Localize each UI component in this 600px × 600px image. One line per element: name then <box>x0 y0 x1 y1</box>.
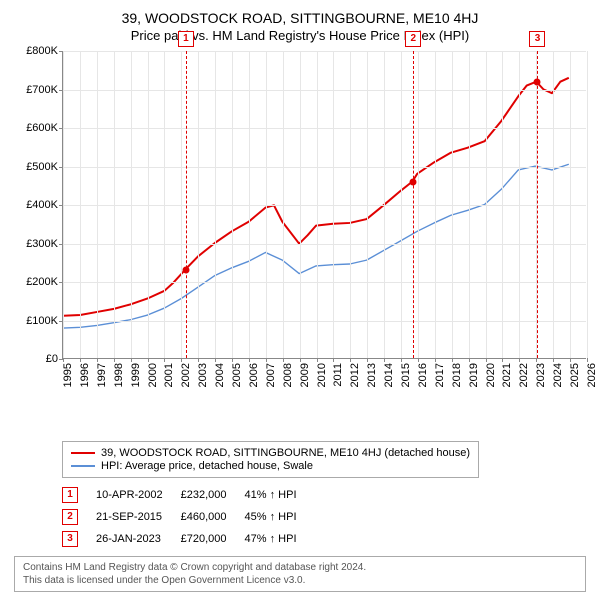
x-axis-tick: 1997 <box>96 363 108 387</box>
x-axis-tick: 2006 <box>248 363 260 387</box>
x-axis-tick: 2005 <box>231 363 243 387</box>
sale-marker-line <box>537 51 538 358</box>
legend-label: 39, WOODSTOCK ROAD, SITTINGBOURNE, ME10 … <box>101 447 470 459</box>
footer-line: Contains HM Land Registry data © Crown c… <box>23 561 577 574</box>
x-axis-tick: 2000 <box>147 363 159 387</box>
x-axis-tick: 1998 <box>113 363 125 387</box>
x-axis-tick: 2026 <box>586 363 598 387</box>
page-subtitle: Price paid vs. HM Land Registry's House … <box>14 28 586 43</box>
x-axis-tick: 2014 <box>383 363 395 387</box>
sale-marker-dot <box>534 78 541 85</box>
price-chart: 123 £0£100K£200K£300K£400K£500K£600K£700… <box>14 51 586 401</box>
x-axis-tick: 2024 <box>552 363 564 387</box>
x-axis-tick: 2009 <box>299 363 311 387</box>
sale-marker-box: 2 <box>405 31 421 47</box>
legend-item: 39, WOODSTOCK ROAD, SITTINGBOURNE, ME10 … <box>71 447 470 459</box>
legend-swatch <box>71 452 95 454</box>
x-axis-tick: 2012 <box>349 363 361 387</box>
sale-marker-line <box>186 51 187 358</box>
annotation-price: £232,000 <box>181 484 245 506</box>
y-axis-tick: £600K <box>26 122 58 134</box>
page-title-address: 39, WOODSTOCK ROAD, SITTINGBOURNE, ME10 … <box>14 10 586 26</box>
x-axis-tick: 2022 <box>518 363 530 387</box>
sale-marker-dot <box>410 178 417 185</box>
sale-marker-box: 1 <box>178 31 194 47</box>
annotation-price: £460,000 <box>181 506 245 528</box>
sale-marker-box: 3 <box>529 31 545 47</box>
annotation-marker: 1 <box>62 487 78 503</box>
footer-line: This data is licensed under the Open Gov… <box>23 574 577 587</box>
annotation-date: 26-JAN-2023 <box>96 528 181 550</box>
y-axis-tick: £500K <box>26 161 58 173</box>
x-axis-tick: 2004 <box>214 363 226 387</box>
annotation-row: 1 10-APR-2002 £232,000 41% ↑ HPI <box>62 484 315 506</box>
x-axis-tick: 2019 <box>468 363 480 387</box>
y-axis-tick: £200K <box>26 276 58 288</box>
x-axis-tick: 1995 <box>62 363 74 387</box>
x-axis-tick: 2010 <box>316 363 328 387</box>
x-axis-tick: 2015 <box>400 363 412 387</box>
sale-marker-line <box>413 51 414 358</box>
annotation-row: 2 21-SEP-2015 £460,000 45% ↑ HPI <box>62 506 315 528</box>
x-axis-tick: 2021 <box>501 363 513 387</box>
legend-label: HPI: Average price, detached house, Swal… <box>101 460 313 472</box>
x-axis-tick: 2002 <box>180 363 192 387</box>
annotation-pct: 41% ↑ HPI <box>245 484 315 506</box>
x-axis-tick: 2023 <box>535 363 547 387</box>
y-axis-tick: £400K <box>26 199 58 211</box>
annotation-date: 10-APR-2002 <box>96 484 181 506</box>
annotation-marker: 2 <box>62 509 78 525</box>
x-axis-tick: 1999 <box>130 363 142 387</box>
chart-legend: 39, WOODSTOCK ROAD, SITTINGBOURNE, ME10 … <box>62 441 479 478</box>
attribution-footer: Contains HM Land Registry data © Crown c… <box>14 556 586 592</box>
annotation-pct: 47% ↑ HPI <box>245 528 315 550</box>
x-axis-tick: 2001 <box>163 363 175 387</box>
x-axis-tick: 2025 <box>569 363 581 387</box>
x-axis-tick: 2008 <box>282 363 294 387</box>
legend-item: HPI: Average price, detached house, Swal… <box>71 460 470 472</box>
y-axis-tick: £300K <box>26 238 58 250</box>
x-axis-tick: 2011 <box>332 363 344 387</box>
x-axis-tick: 2013 <box>366 363 378 387</box>
x-axis-tick: 2018 <box>451 363 463 387</box>
y-axis-tick: £0 <box>46 353 58 365</box>
annotation-price: £720,000 <box>181 528 245 550</box>
annotation-marker: 3 <box>62 531 78 547</box>
annotation-date: 21-SEP-2015 <box>96 506 181 528</box>
x-axis-tick: 2016 <box>417 363 429 387</box>
sale-marker-dot <box>182 266 189 273</box>
x-axis-tick: 2003 <box>197 363 209 387</box>
y-axis-tick: £100K <box>26 315 58 327</box>
sale-annotations: 1 10-APR-2002 £232,000 41% ↑ HPI 2 21-SE… <box>62 484 315 550</box>
annotation-row: 3 26-JAN-2023 £720,000 47% ↑ HPI <box>62 528 315 550</box>
y-axis-tick: £800K <box>26 45 58 57</box>
y-axis-tick: £700K <box>26 84 58 96</box>
x-axis-tick: 1996 <box>79 363 91 387</box>
annotation-pct: 45% ↑ HPI <box>245 506 315 528</box>
x-axis-tick: 2017 <box>434 363 446 387</box>
x-axis-tick: 2020 <box>485 363 497 387</box>
x-axis-tick: 2007 <box>265 363 277 387</box>
legend-swatch <box>71 465 95 467</box>
